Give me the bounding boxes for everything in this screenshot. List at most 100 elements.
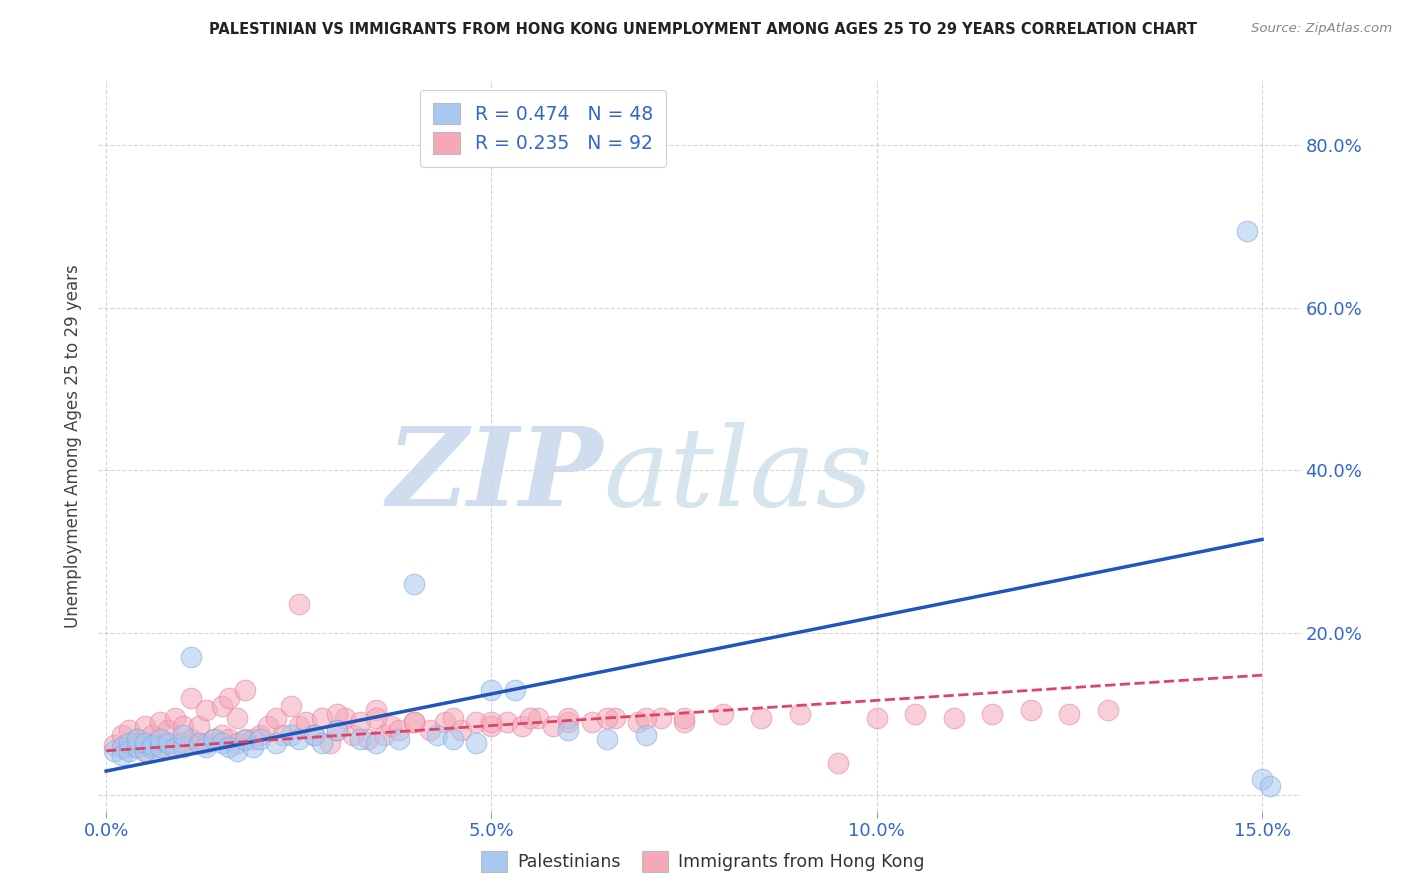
Point — [326, 723, 349, 738]
Point — [288, 719, 311, 733]
Point — [103, 738, 125, 752]
Point — [450, 723, 472, 738]
Point — [349, 731, 371, 746]
Point — [172, 727, 194, 741]
Point — [226, 711, 249, 725]
Point — [1258, 779, 1281, 793]
Point — [280, 699, 302, 714]
Point — [503, 682, 526, 697]
Point — [141, 736, 163, 750]
Point — [519, 711, 541, 725]
Point — [233, 682, 256, 697]
Point — [302, 727, 325, 741]
Point — [557, 715, 579, 730]
Point — [149, 715, 172, 730]
Point — [526, 711, 548, 725]
Point — [1019, 703, 1042, 717]
Point — [180, 650, 202, 665]
Point — [172, 736, 194, 750]
Point — [242, 731, 264, 746]
Point — [596, 731, 619, 746]
Point — [981, 707, 1004, 722]
Point — [1236, 224, 1258, 238]
Point — [541, 719, 564, 733]
Point — [650, 711, 672, 725]
Legend: Palestinians, Immigrants from Hong Kong: Palestinians, Immigrants from Hong Kong — [474, 844, 932, 879]
Point — [634, 727, 657, 741]
Point — [202, 731, 225, 746]
Point — [118, 736, 141, 750]
Point — [125, 739, 148, 754]
Point — [827, 756, 849, 770]
Point — [156, 723, 179, 738]
Point — [711, 707, 734, 722]
Point — [404, 715, 426, 730]
Point — [419, 723, 441, 738]
Point — [364, 703, 387, 717]
Point — [280, 727, 302, 741]
Point — [596, 711, 619, 725]
Point — [465, 715, 488, 730]
Point — [156, 736, 179, 750]
Point — [581, 715, 603, 730]
Point — [257, 719, 280, 733]
Point — [103, 744, 125, 758]
Point — [673, 711, 696, 725]
Point — [242, 739, 264, 754]
Point — [295, 715, 318, 730]
Point — [342, 727, 364, 741]
Point — [110, 739, 132, 754]
Point — [311, 736, 333, 750]
Point — [134, 719, 156, 733]
Legend: R = 0.474   N = 48, R = 0.235   N = 92: R = 0.474 N = 48, R = 0.235 N = 92 — [420, 90, 666, 167]
Point — [264, 736, 287, 750]
Point — [118, 723, 141, 738]
Point — [195, 736, 218, 750]
Point — [942, 711, 965, 725]
Text: ZIP: ZIP — [387, 422, 603, 529]
Point — [326, 707, 349, 722]
Point — [218, 690, 240, 705]
Point — [789, 707, 811, 722]
Point — [603, 711, 626, 725]
Point — [481, 715, 503, 730]
Point — [233, 733, 256, 747]
Point — [434, 715, 457, 730]
Point — [288, 598, 311, 612]
Point — [673, 715, 696, 730]
Point — [749, 711, 772, 725]
Point — [349, 715, 371, 730]
Point — [357, 731, 380, 746]
Point — [302, 727, 325, 741]
Point — [441, 711, 464, 725]
Point — [165, 741, 187, 756]
Point — [195, 739, 218, 754]
Point — [125, 736, 148, 750]
Point — [404, 715, 426, 730]
Point — [1059, 707, 1081, 722]
Point — [904, 707, 927, 722]
Point — [110, 727, 132, 741]
Point — [441, 731, 464, 746]
Point — [202, 731, 225, 746]
Point — [1251, 772, 1274, 787]
Point — [557, 723, 579, 738]
Point — [333, 711, 356, 725]
Point — [172, 719, 194, 733]
Point — [187, 736, 209, 750]
Point — [218, 739, 240, 754]
Point — [180, 690, 202, 705]
Text: atlas: atlas — [603, 422, 873, 529]
Point — [388, 731, 411, 746]
Point — [249, 731, 271, 746]
Point — [187, 736, 209, 750]
Point — [233, 731, 256, 746]
Text: Source: ZipAtlas.com: Source: ZipAtlas.com — [1251, 22, 1392, 36]
Point — [557, 711, 579, 725]
Point — [481, 682, 503, 697]
Point — [180, 731, 202, 746]
Point — [134, 744, 156, 758]
Point — [226, 744, 249, 758]
Point — [211, 699, 233, 714]
Y-axis label: Unemployment Among Ages 25 to 29 years: Unemployment Among Ages 25 to 29 years — [65, 264, 83, 628]
